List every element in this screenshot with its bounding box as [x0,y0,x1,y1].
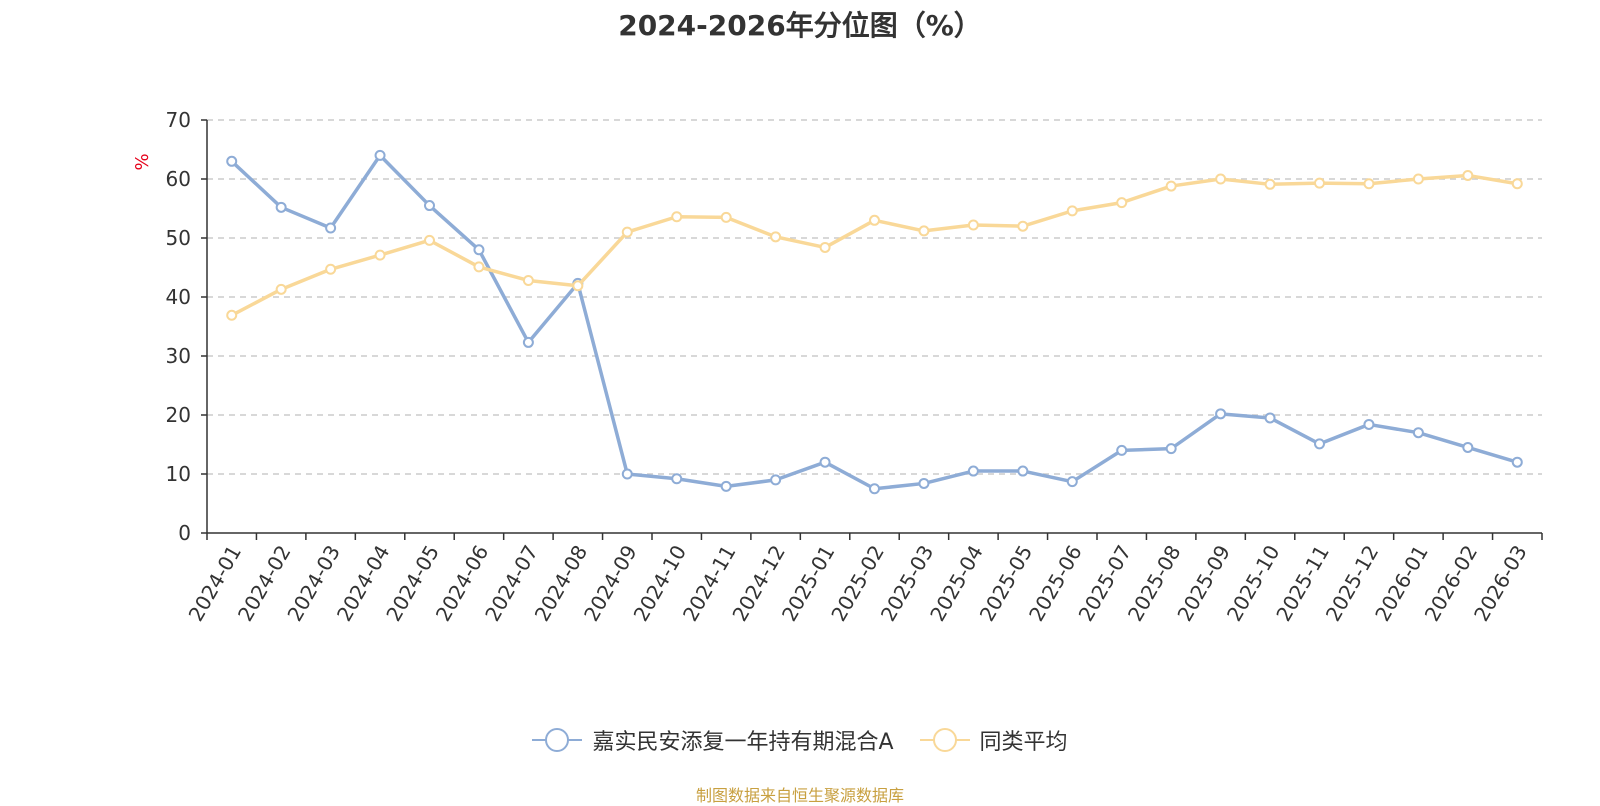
data-point-1 [522,274,534,286]
data-point-1 [720,211,732,223]
data-point-0 [1017,465,1029,477]
y-tick-label: 70 [166,108,191,132]
data-point-0 [918,477,930,489]
data-point-1 [325,263,337,275]
data-point-1 [967,219,979,231]
data-point-1 [1215,173,1227,185]
y-tick-label: 20 [166,403,191,427]
data-point-1 [1017,220,1029,232]
legend-item-peer-average[interactable]: 同类平均 [919,724,1068,756]
data-point-1 [918,225,930,237]
data-point-1 [572,280,584,292]
y-tick-label: 40 [166,285,191,309]
data-point-1 [1462,169,1474,181]
data-point-0 [1314,438,1325,450]
legend: 嘉实民安添复一年持有期混合A 同类平均 [0,722,1600,758]
data-point-0 [424,200,435,212]
data-point-1 [819,241,831,253]
data-point-0 [621,468,633,480]
data-point-0 [1412,427,1424,439]
y-tick-label: 10 [166,462,191,486]
data-point-0 [1116,444,1128,456]
data-point-0 [1511,456,1523,468]
data-point-1 [226,309,238,321]
data-point-0 [770,474,782,486]
data-point-1 [869,214,880,226]
legend-marker-fund [532,728,583,752]
data-point-1 [473,261,485,273]
data-point-1 [621,226,633,238]
series-line-1 [230,173,1518,317]
data-point-0 [819,456,831,468]
data-point-0 [275,201,287,213]
data-point-1 [1264,178,1276,190]
series-lines [226,149,1523,495]
data-point-0 [473,244,485,256]
y-tick-label: 30 [166,344,191,368]
data-point-0 [374,149,386,161]
data-point-0 [1165,443,1177,455]
axes: 0102030405060702024-012024-022024-032024… [166,108,1543,625]
data-point-1 [1165,180,1177,192]
data-point-1 [1511,178,1523,190]
legend-label-peer-average: 同类平均 [979,730,1068,755]
data-point-1 [1066,205,1078,217]
data-point-1 [1412,173,1424,185]
line-chart: 0102030405060702024-012024-022024-032024… [132,108,1543,625]
legend-item-fund[interactable]: 嘉实民安添复一年持有期混合A [532,724,894,756]
data-point-0 [1066,476,1078,488]
data-point-1 [1363,178,1375,190]
data-point-0 [1264,412,1276,424]
grid-lines [207,119,1542,475]
data-point-0 [1462,441,1474,453]
data-point-1 [1116,197,1128,209]
y-tick-label: 0 [178,521,191,545]
data-point-0 [1215,408,1227,420]
data-point-0 [522,336,534,348]
legend-marker-peer-average [919,728,970,752]
y-tick-label: 50 [166,226,191,250]
data-point-0 [869,483,880,495]
data-source-note: 制图数据来自恒生聚源数据库 [695,786,904,805]
data-point-1 [1314,177,1325,189]
data-point-0 [325,222,337,234]
data-point-0 [967,465,979,477]
data-point-1 [770,231,782,243]
data-point-0 [1363,418,1375,430]
data-point-0 [720,480,732,492]
y-axis-label: % [132,153,153,170]
data-point-0 [671,473,683,485]
y-tick-label: 60 [166,167,191,191]
legend-label-fund: 嘉实民安添复一年持有期混合A [592,730,894,755]
data-point-1 [374,249,386,261]
data-point-0 [226,155,238,167]
data-point-1 [671,211,683,223]
data-point-1 [424,234,435,246]
chart-title: 2024-2026年分位图（%） [618,9,982,42]
data-point-1 [275,283,287,295]
